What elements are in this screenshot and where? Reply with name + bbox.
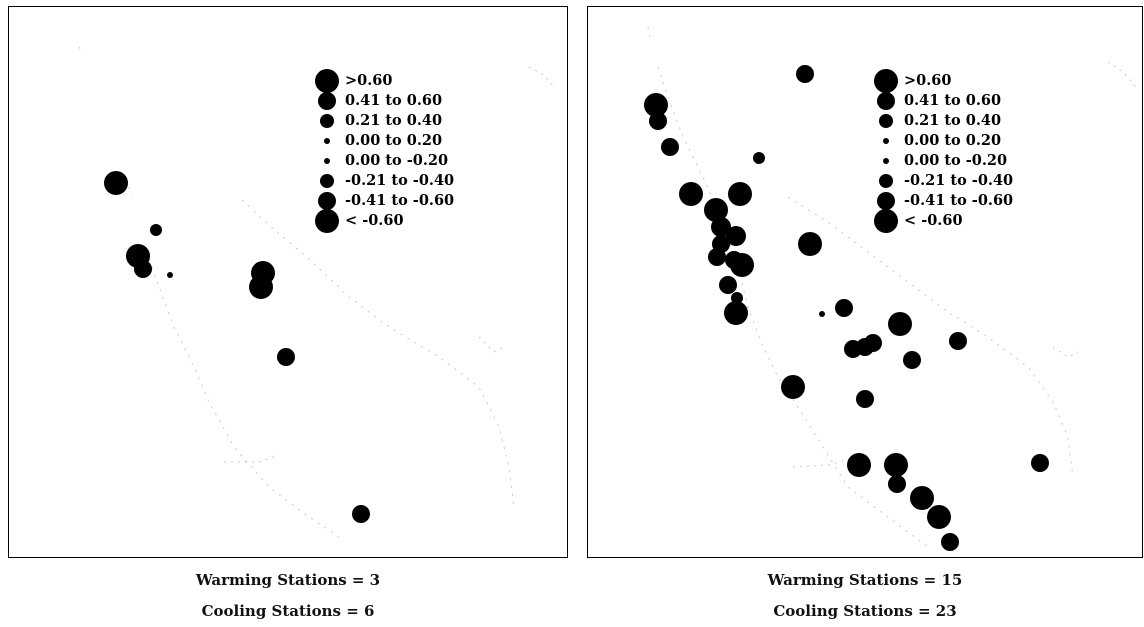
legend-item: 0.41 to 0.60 [874, 91, 1094, 111]
legend-item: >0.60 [874, 69, 1094, 93]
legend-dot-icon [315, 209, 339, 233]
station-marker [679, 182, 703, 206]
warming-stations-left: Warming Stations = 3 [195, 571, 381, 589]
legend-dot-icon [324, 138, 330, 144]
legend-dot-icon [879, 114, 893, 128]
legend-dot-icon [877, 92, 895, 110]
station-marker [661, 138, 679, 156]
station-marker [927, 505, 951, 529]
legend-item: 0.21 to 0.40 [874, 111, 1094, 131]
station-marker [847, 453, 871, 477]
legend-dot-icon [879, 174, 893, 188]
station-marker [856, 338, 874, 356]
station-marker [888, 312, 912, 336]
station-marker [1031, 454, 1049, 472]
station-marker [134, 260, 152, 278]
legend-item: -0.41 to -0.60 [874, 191, 1094, 211]
station-marker [781, 375, 805, 399]
station-marker [835, 299, 853, 317]
station-marker [884, 453, 908, 477]
legend-label: -0.41 to -0.60 [904, 192, 1014, 209]
station-marker [249, 275, 273, 299]
station-marker [649, 112, 667, 130]
legend-label: 0.41 to 0.60 [345, 92, 443, 109]
legend-label: 0.41 to 0.60 [904, 92, 1002, 109]
legend-dot-icon [877, 192, 895, 210]
legend-label: 0.00 to 0.20 [904, 132, 1002, 149]
legend-dot-icon [324, 158, 330, 164]
station-marker [277, 348, 295, 366]
station-marker [856, 390, 874, 408]
station-marker [708, 248, 726, 266]
cooling-stations-left: Cooling Stations = 6 [201, 602, 375, 620]
legend-dot-icon [883, 158, 889, 164]
station-marker [150, 224, 162, 236]
station-markers-left [104, 171, 370, 523]
legend-item: 0.21 to 0.40 [315, 111, 535, 131]
legend-item: < -0.60 [874, 209, 1094, 233]
station-marker [167, 272, 173, 278]
station-marker [819, 311, 825, 317]
california-map-left [78, 46, 555, 538]
legend-right: >0.60 0.41 to 0.60 0.21 to 0.40 0.00 to 0.2… [874, 69, 1094, 233]
station-marker [903, 351, 921, 369]
legend-left: >0.60 0.41 to 0.60 0.21 to 0.40 0.00 to 0.2… [315, 69, 535, 233]
station-marker [644, 93, 668, 117]
map-panel-left: >0.60 0.41 to 0.60 0.21 to 0.40 0.00 to 0.2… [8, 6, 568, 558]
legend-dot-icon [318, 192, 336, 210]
station-marker [352, 505, 370, 523]
station-marker [726, 226, 746, 246]
legend-label: 0.21 to 0.40 [904, 112, 1002, 129]
legend-label: >0.60 [345, 72, 393, 89]
legend-dot-icon [883, 138, 889, 144]
legend-label: -0.21 to -0.40 [345, 172, 455, 189]
station-marker [941, 533, 959, 551]
legend-dot-icon [874, 209, 898, 233]
legend-dot-icon [874, 69, 898, 93]
station-marker [730, 253, 754, 277]
legend-dot-icon [315, 69, 339, 93]
legend-dot-icon [320, 174, 334, 188]
legend-dot-icon [320, 114, 334, 128]
legend-label: < -0.60 [345, 212, 404, 229]
legend-label: < -0.60 [904, 212, 963, 229]
station-marker [724, 301, 748, 325]
legend-item: < -0.60 [315, 209, 535, 233]
california-map-right [644, 26, 1137, 551]
warming-stations-right: Warming Stations = 15 [767, 571, 963, 589]
legend-item: -0.21 to -0.40 [315, 171, 535, 191]
station-marker [796, 65, 814, 83]
station-marker [719, 276, 737, 294]
legend-label: 0.00 to 0.20 [345, 132, 443, 149]
legend-label: 0.00 to -0.20 [904, 152, 1008, 169]
legend-item: 0.00 to -0.20 [315, 151, 535, 171]
station-marker [731, 292, 743, 304]
station-marker [888, 475, 906, 493]
station-marker [910, 486, 934, 510]
cooling-stations-right: Cooling Stations = 23 [773, 602, 957, 620]
legend-item: -0.41 to -0.60 [315, 191, 535, 211]
station-markers-right [644, 65, 1049, 551]
station-marker [711, 217, 731, 237]
legend-dot-icon [318, 92, 336, 110]
legend-item: 0.00 to 0.20 [874, 131, 1094, 151]
map-panel-right: >0.60 0.41 to 0.60 0.21 to 0.40 0.00 to 0.2… [587, 6, 1143, 558]
legend-label: 0.00 to -0.20 [345, 152, 449, 169]
legend-label: >0.60 [904, 72, 952, 89]
legend-label: 0.21 to 0.40 [345, 112, 443, 129]
legend-item: >0.60 [315, 69, 535, 93]
station-marker [798, 232, 822, 256]
station-marker [949, 332, 967, 350]
legend-label: -0.41 to -0.60 [345, 192, 455, 209]
station-marker [753, 152, 765, 164]
legend-label: -0.21 to -0.40 [904, 172, 1014, 189]
legend-item: -0.21 to -0.40 [874, 171, 1094, 191]
station-marker [704, 198, 728, 222]
legend-item: 0.41 to 0.60 [315, 91, 535, 111]
station-marker [728, 182, 752, 206]
legend-item: 0.00 to 0.20 [315, 131, 535, 151]
station-marker [104, 171, 128, 195]
legend-item: 0.00 to -0.20 [874, 151, 1094, 171]
